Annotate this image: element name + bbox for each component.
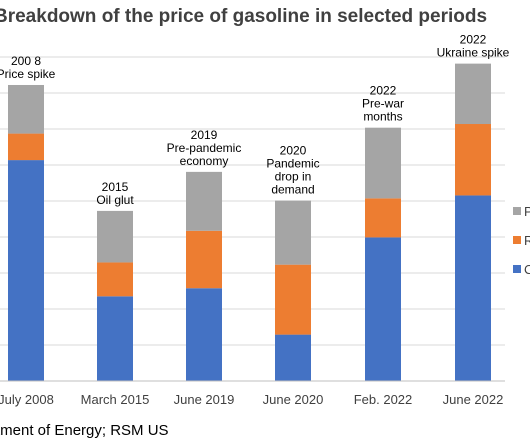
bar-segment-2-4: [275, 264, 311, 335]
bar-annotation: 2015: [102, 180, 129, 194]
bar-segment-2-3: [186, 230, 222, 289]
bar-segment-2-2: [97, 262, 133, 297]
source-note: rtment of Energy; RSM US: [0, 422, 169, 439]
bar-annotation: 2022: [370, 84, 397, 98]
bar-annotation: 2019: [191, 128, 218, 142]
bar-annotation: months: [363, 110, 402, 124]
x-tick-label: July 2008: [0, 392, 54, 407]
bar-annotation: 2020: [280, 144, 307, 158]
bar-segment-3-1: [8, 84, 44, 134]
bar-segment-1-1: [8, 160, 44, 381]
bar-segment-1-3: [186, 288, 222, 381]
bar-annotation: Oil glut: [96, 193, 134, 207]
bar-segment-3-4: [275, 200, 311, 265]
bar-annotation: Pre-pandemic: [167, 141, 242, 155]
x-tick-label: June 2019: [174, 392, 235, 407]
bar-annotation: 2022: [460, 33, 487, 47]
bar-segment-1-2: [97, 296, 133, 381]
legend-label: P: [524, 204, 530, 219]
x-tick-label: June 2022: [443, 392, 504, 407]
bar-segment-1-6: [455, 195, 491, 381]
bar-segment-2-1: [8, 133, 44, 161]
bar-segment-3-2: [97, 210, 133, 263]
x-tick-label: March 2015: [81, 392, 150, 407]
bar-segment-2-5: [365, 198, 401, 238]
legend-swatch: [513, 236, 521, 244]
chart-title: Breakdown of the price of gasoline in se…: [0, 6, 488, 27]
bar-annotation: Price spike: [0, 67, 56, 81]
bar-segment-3-6: [455, 63, 491, 125]
bar-segment-2-6: [455, 124, 491, 196]
bar-segment-3-3: [186, 171, 222, 231]
bar-segment-1-5: [365, 237, 401, 381]
bar-annotation: Ukraine spike: [437, 46, 510, 60]
legend-swatch: [513, 265, 521, 273]
x-tick-label: Feb. 2022: [354, 392, 413, 407]
legend-label: R: [524, 233, 530, 248]
bar-annotation: drop in: [275, 170, 312, 184]
x-tick-label: June 2020: [263, 392, 324, 407]
bar-segment-1-4: [275, 334, 311, 381]
legend-swatch: [513, 207, 521, 215]
bar-annotation: economy: [180, 154, 229, 168]
legend-label: C: [524, 262, 530, 277]
bar-annotation: Pandemic: [266, 157, 319, 171]
bar-annotation: Pre-war: [362, 97, 404, 111]
bar-annotation: demand: [271, 183, 314, 197]
bar-annotation: 200 8: [11, 54, 41, 68]
bar-segment-3-5: [365, 127, 401, 199]
